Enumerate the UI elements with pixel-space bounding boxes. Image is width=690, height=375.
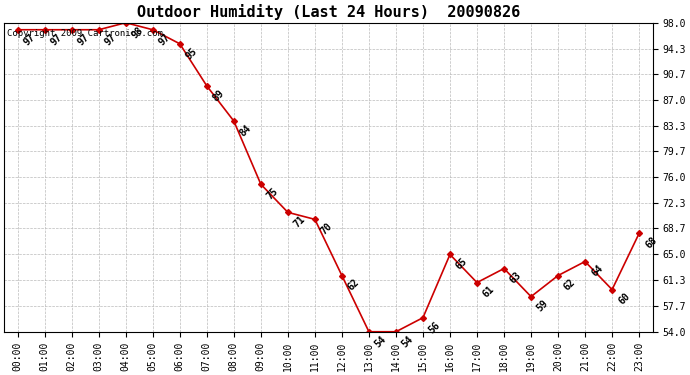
Text: 97: 97: [49, 32, 64, 47]
Text: 95: 95: [184, 46, 199, 61]
Text: 71: 71: [292, 214, 308, 230]
Text: 59: 59: [535, 298, 551, 314]
Text: 75: 75: [265, 186, 280, 201]
Text: 97: 97: [22, 32, 37, 47]
Text: 68: 68: [643, 235, 659, 251]
Title: Outdoor Humidity (Last 24 Hours)  20090826: Outdoor Humidity (Last 24 Hours) 2009082…: [137, 4, 520, 20]
Text: 54: 54: [400, 334, 415, 349]
Text: 61: 61: [481, 285, 497, 300]
Text: 97: 97: [76, 32, 91, 47]
Text: 64: 64: [589, 263, 604, 279]
Text: 97: 97: [103, 32, 118, 47]
Text: 97: 97: [157, 32, 172, 47]
Text: 70: 70: [319, 221, 335, 237]
Text: 54: 54: [373, 334, 388, 349]
Text: 62: 62: [562, 278, 578, 293]
Text: 56: 56: [427, 320, 442, 335]
Text: 63: 63: [508, 270, 524, 286]
Text: Copyright 2009 Cartronics.com: Copyright 2009 Cartronics.com: [8, 29, 164, 38]
Text: 98: 98: [130, 25, 146, 40]
Text: 62: 62: [346, 278, 362, 293]
Text: 84: 84: [238, 123, 253, 138]
Text: 89: 89: [211, 88, 226, 103]
Text: 60: 60: [616, 291, 631, 307]
Text: 65: 65: [454, 256, 469, 272]
